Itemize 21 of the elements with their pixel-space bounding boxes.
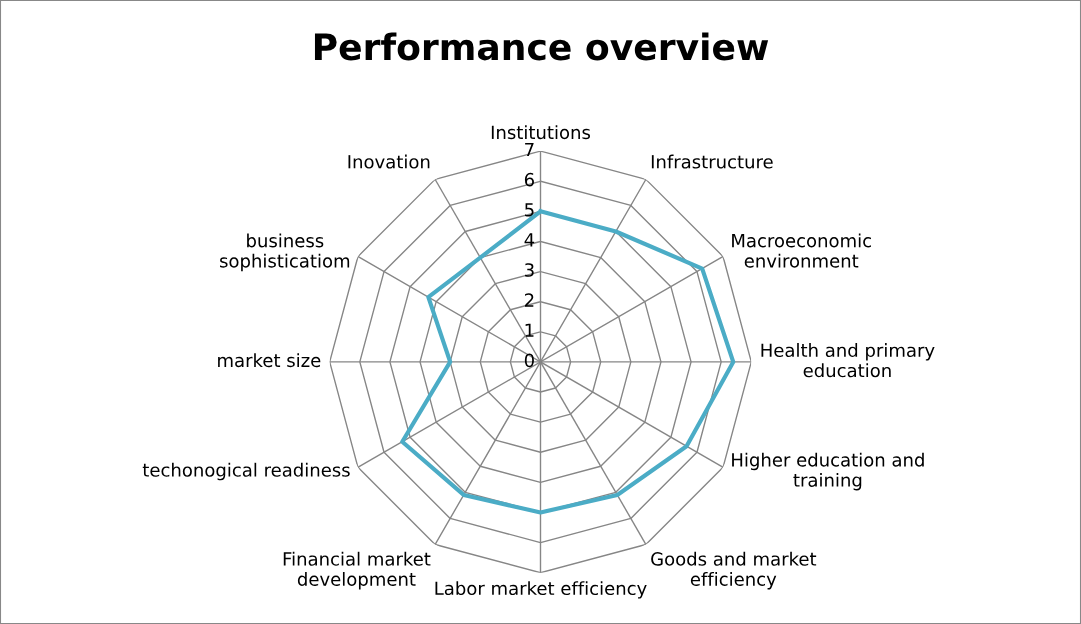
- spoke-label: Goods and market efficiency: [651, 551, 817, 590]
- spoke-label: Health and primary education: [761, 343, 935, 378]
- y-tick-label: 1: [525, 323, 534, 337]
- spoke-label: Financial market development: [283, 551, 431, 590]
- y-tick-label: 2: [524, 293, 534, 307]
- chart-title: Performance overview: [314, 32, 769, 61]
- y-tick-label: 0: [524, 353, 534, 368]
- y-tick-label: 3: [525, 263, 534, 277]
- spoke-label: Macroeconomic environment: [732, 233, 871, 268]
- y-tick-label: 5: [525, 203, 534, 217]
- y-tick-label: 4: [524, 233, 535, 247]
- spoke-label: Labor market efficiency: [435, 581, 647, 599]
- spoke-label: market size: [218, 353, 321, 368]
- spoke-label: Institutions: [491, 125, 591, 140]
- spoke-label: Inovation: [348, 154, 430, 169]
- spoke-label: Infrastructure: [651, 154, 773, 169]
- y-tick-label: 6: [524, 172, 534, 187]
- spoke-label: Higher education and training: [732, 452, 924, 491]
- spoke-label: techonogical readiness: [142, 462, 350, 481]
- spoke-label: business sophisticatiom: [220, 233, 350, 272]
- y-tick-label: 7: [525, 142, 534, 157]
